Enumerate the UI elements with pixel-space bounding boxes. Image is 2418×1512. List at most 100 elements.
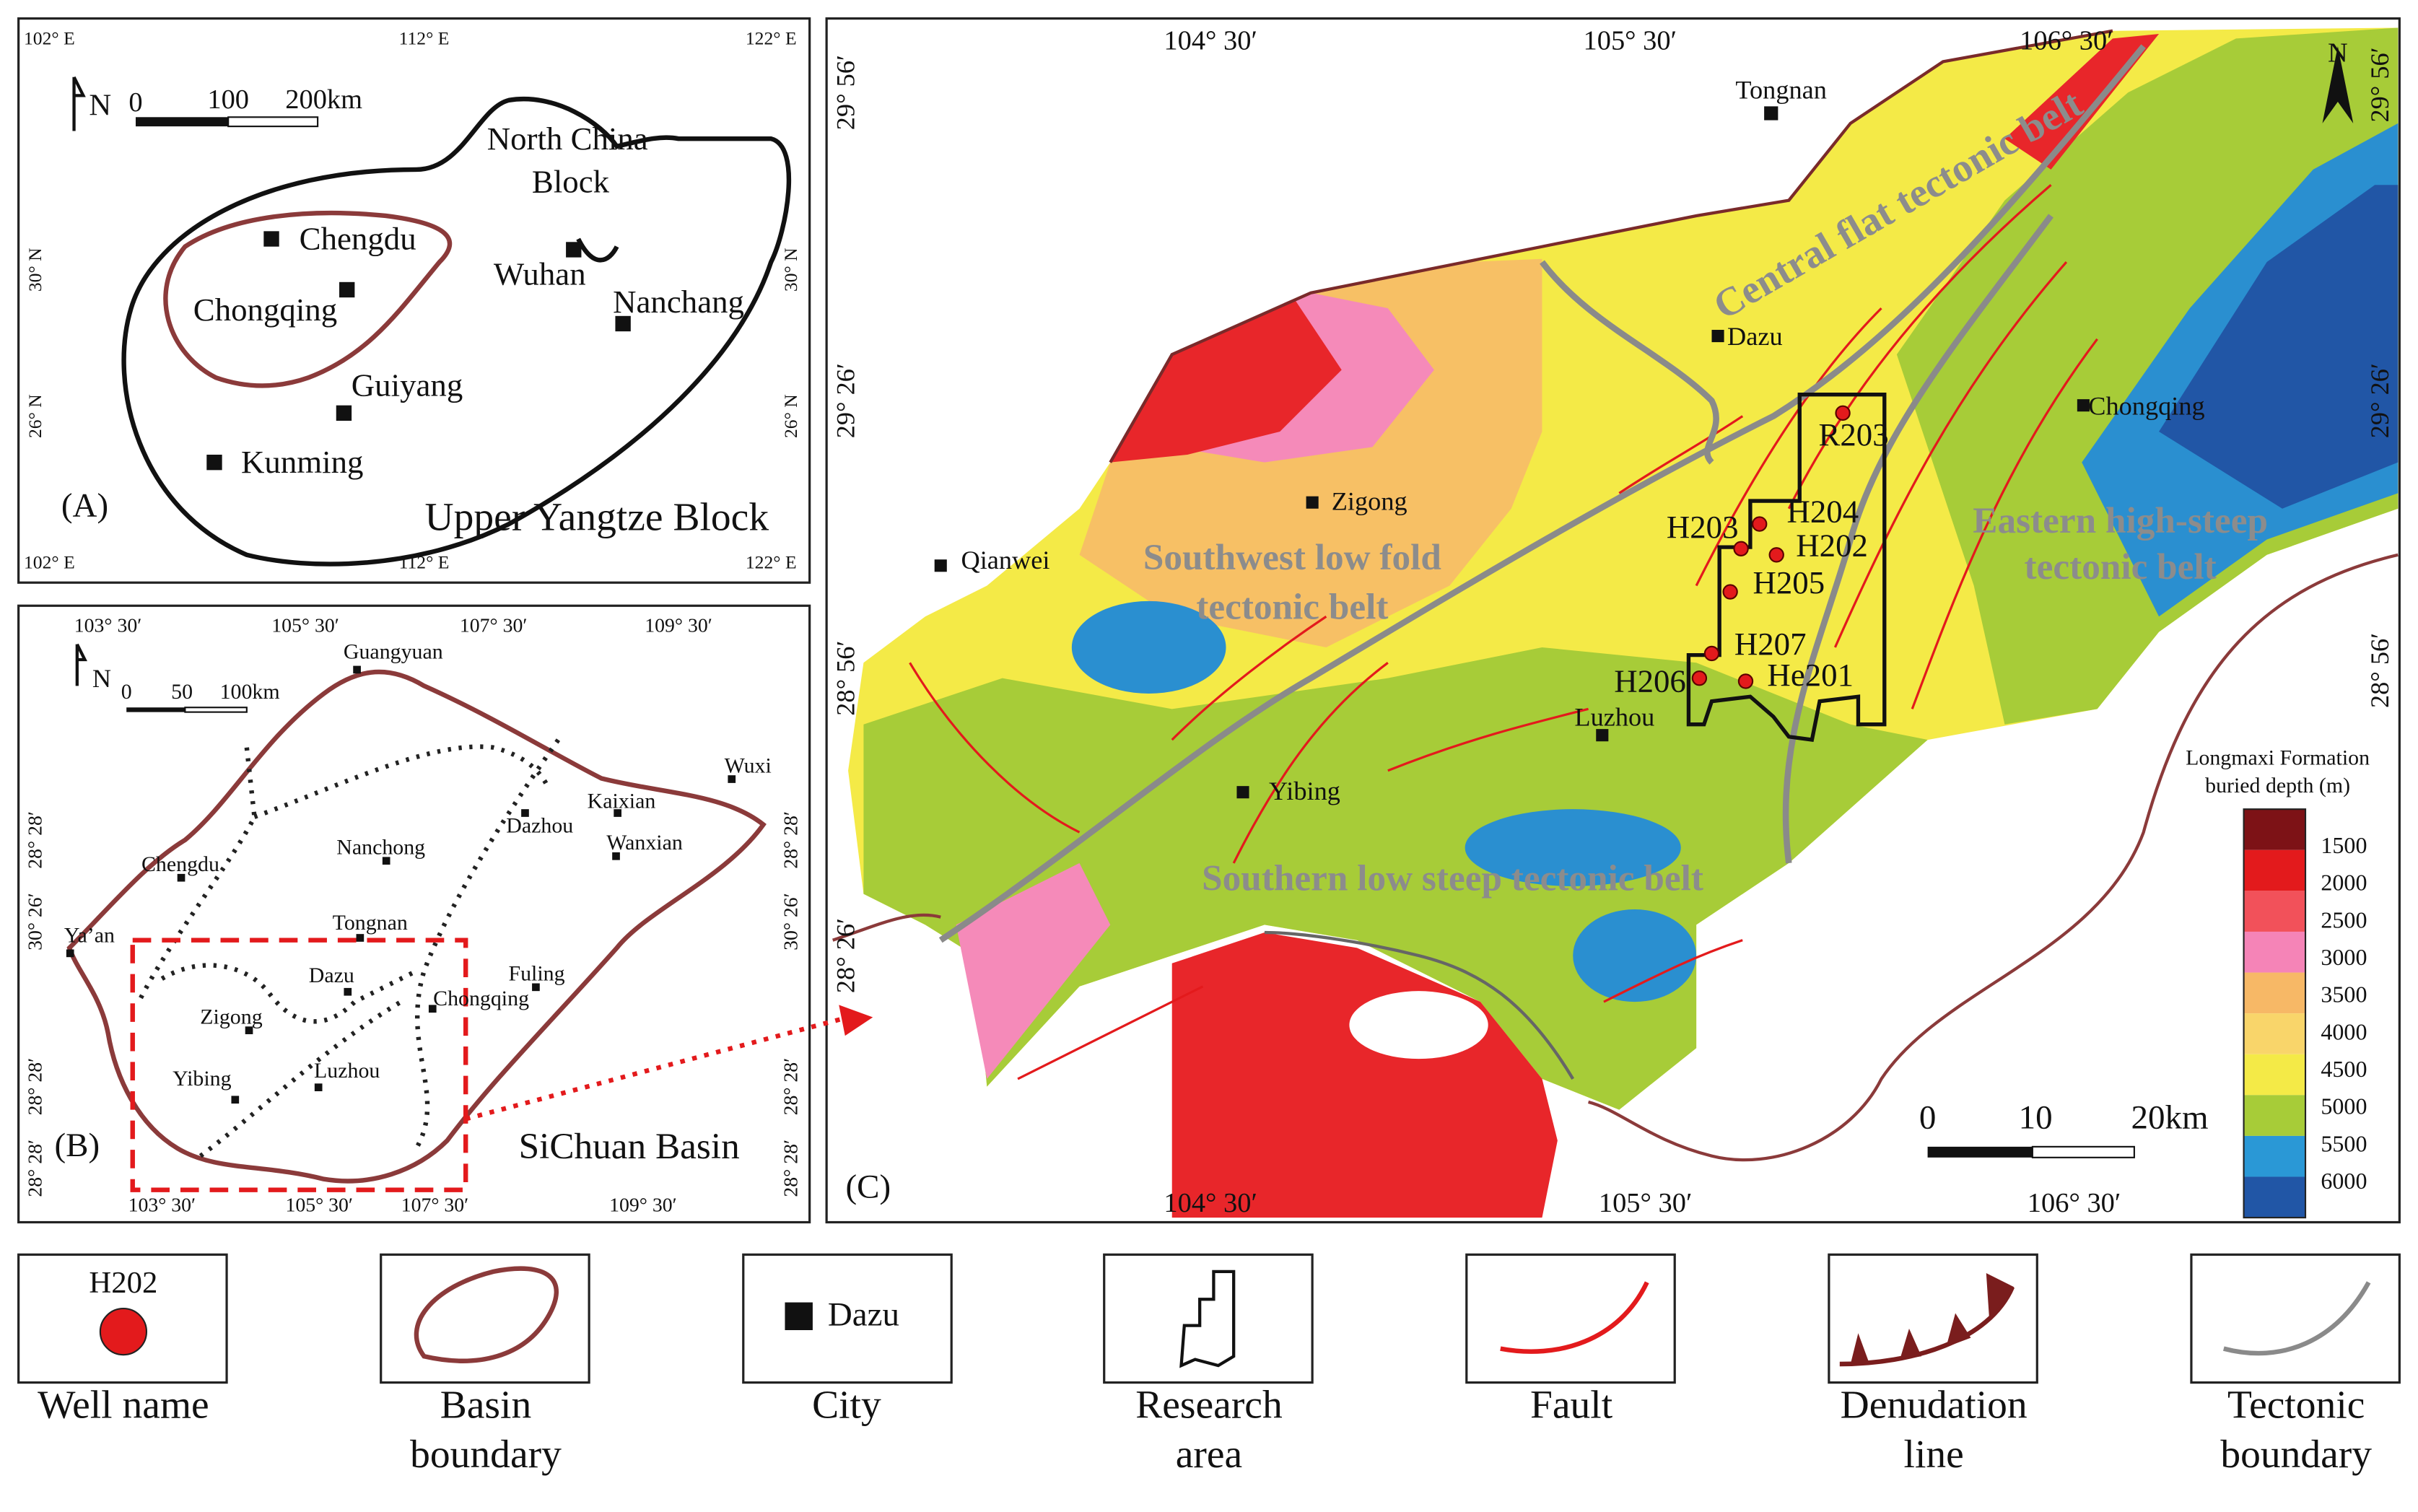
depth-swatch <box>2243 931 2306 973</box>
scale-label: 10 <box>2019 1098 2053 1136</box>
lat-tick: 29° 26′ <box>831 363 860 438</box>
place-label: Dazu <box>309 963 354 987</box>
depth-legend-title: Longmaxi Formation <box>2186 746 2370 770</box>
well-dot <box>1733 541 1749 556</box>
legend-label: Research <box>1135 1384 1283 1428</box>
place-label: Chengdu <box>141 852 219 876</box>
zone-2000 <box>1110 300 1342 463</box>
depth-label: 5000 <box>2321 1093 2367 1119</box>
scale-bar <box>184 707 248 713</box>
lat-tick: 28° 56′ <box>831 641 860 716</box>
study-frame <box>130 938 468 1192</box>
place-label: Nanchang <box>613 284 744 320</box>
legend-label: line <box>1904 1433 1964 1477</box>
well-label: H204 <box>1786 494 1859 530</box>
place-label: Kunming <box>241 444 363 480</box>
lon-tick: 105° 30′ <box>285 1194 353 1217</box>
denudation-symbol <box>1839 1285 2015 1367</box>
well-label: H205 <box>1753 564 1825 600</box>
belt-label: Southwest low fold <box>1143 537 1441 578</box>
scale-label: 0 <box>121 680 132 704</box>
depth-swatch <box>2243 1054 2306 1096</box>
city-symbol <box>785 1302 813 1331</box>
lon-tick: 104° 30′ <box>1164 1188 1257 1218</box>
well-dot <box>1737 673 1754 689</box>
well-label: H202 <box>1796 528 1868 564</box>
city-markers <box>206 231 631 471</box>
depth-swatch <box>2243 1095 2306 1136</box>
depth-label: 4000 <box>2321 1018 2367 1044</box>
lon-tick: 106° 30′ <box>2028 1188 2121 1218</box>
sichuan-basin-outline <box>66 669 767 1184</box>
depth-frame <box>2243 808 2307 1219</box>
zone-3000-sw <box>956 862 1111 1079</box>
place-label: Chengdu <box>300 221 416 257</box>
lon-tick: 122° E <box>746 27 797 48</box>
depth-swatch <box>2243 891 2306 932</box>
city-label: Zigong <box>1332 487 1407 516</box>
place-label: Fuling <box>508 962 564 986</box>
fault-symbol <box>1500 1281 1649 1354</box>
place-label: Wuhan <box>494 256 586 292</box>
lon-tick: 109° 30′ <box>609 1194 677 1217</box>
north-label: N <box>89 88 111 122</box>
legend-label: Tectonic <box>2227 1384 2365 1428</box>
lon-tick: 109° 30′ <box>645 615 712 637</box>
place-label: Chongqing <box>433 987 529 1010</box>
depth-label: 2000 <box>2321 870 2367 896</box>
scale-bar <box>126 707 186 712</box>
lat-tick: 29° 56′ <box>831 55 860 130</box>
place-label: Block <box>532 164 610 200</box>
belt-label: Eastern high-steep <box>1973 500 2268 541</box>
basin-boundary <box>832 913 941 942</box>
lat-tick: 28° 28′ <box>25 1058 47 1116</box>
denudation-line <box>1109 29 2113 463</box>
depth-label: 3500 <box>2321 982 2367 1008</box>
faults <box>909 184 2098 1080</box>
depth-swatch <box>2243 972 2306 1014</box>
place-label: Guiyang <box>352 367 463 403</box>
legend-label: City <box>812 1384 881 1428</box>
scale-bar <box>1927 1146 2033 1158</box>
belt-label: tectonic belt <box>2025 546 2217 587</box>
north-label: N <box>92 664 111 693</box>
lat-tick: 29° 26′ <box>2365 363 2394 438</box>
north-arrow <box>72 76 86 131</box>
scale-label: 50 <box>171 680 193 704</box>
place-label: Ya’an <box>64 923 115 947</box>
city-label: Dazu <box>1727 322 1783 351</box>
place-label: Dazhou <box>506 814 573 838</box>
well-label: He201 <box>1767 657 1854 693</box>
panel-b-frame <box>17 604 811 1224</box>
lat-tick: 28° 28′ <box>25 811 47 869</box>
lon-tick: 106° 30′ <box>2020 26 2113 56</box>
well-dot <box>1752 516 1768 532</box>
well-symbol <box>99 1308 148 1356</box>
lat-tick: 30° N <box>780 248 801 292</box>
belt-label: tectonic belt <box>1196 586 1388 627</box>
well-label: R203 <box>1818 416 1888 453</box>
lon-tick: 107° 30′ <box>460 615 528 637</box>
lon-tick: 105° 30′ <box>1584 26 1677 56</box>
panel-label: (B) <box>54 1127 100 1164</box>
place-label: Wanxian <box>606 831 683 855</box>
tectonic-boundaries <box>938 44 2147 943</box>
southern-boundary <box>1264 930 1575 1080</box>
depth-label: 5500 <box>2321 1130 2367 1156</box>
panel-a-frame <box>17 17 811 584</box>
region-label: SiChuan Basin <box>519 1126 740 1167</box>
well-label: H206 <box>1614 663 1686 699</box>
depth-label: 1500 <box>2321 832 2367 858</box>
lon-tick: 112° E <box>399 551 450 572</box>
depth-label: 3000 <box>2321 944 2367 970</box>
well-dot <box>1691 670 1708 686</box>
tectonic-symbol <box>2222 1281 2371 1356</box>
legend-symbols <box>99 1266 2371 1368</box>
legend-sample: H202 <box>89 1266 157 1300</box>
city-label: Chongqing <box>2088 391 2204 420</box>
well-dot <box>1722 584 1738 600</box>
depth-swatch <box>2243 1135 2306 1177</box>
lon-tick: 102° E <box>24 551 75 572</box>
panel-a-shapes <box>72 76 792 567</box>
